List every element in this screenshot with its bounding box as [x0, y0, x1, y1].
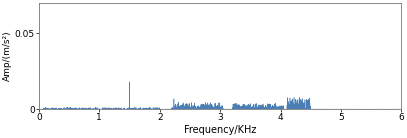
X-axis label: Frequency/KHz: Frequency/KHz: [184, 125, 256, 135]
Y-axis label: Amp/(m/s²): Amp/(m/s²): [3, 31, 12, 81]
